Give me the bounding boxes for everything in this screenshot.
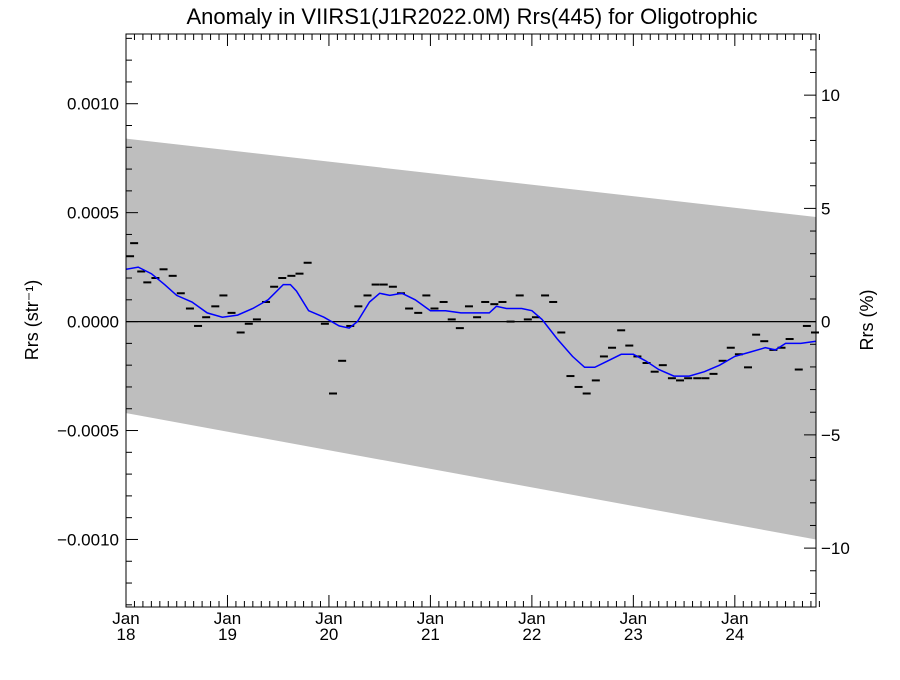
y-axis-label-right: Rrs (%): [857, 290, 877, 351]
x-tick-label: Jan: [214, 609, 241, 628]
y-tick-label-left: 0.0000: [67, 313, 119, 332]
x-tick-label: Jan: [417, 609, 444, 628]
y-tick-label-left: −0.0005: [57, 422, 119, 441]
x-tick-label: Jan: [721, 609, 748, 628]
x-tick-label-year: 18: [117, 625, 136, 644]
x-tick-label-year: 24: [725, 625, 744, 644]
y-axis-label-left: Rrs (str⁻¹): [22, 280, 42, 360]
plot-frame: [125, 33, 817, 608]
x-tick-label-year: 20: [319, 625, 338, 644]
x-tick-label-year: 21: [421, 625, 440, 644]
x-tick-label: Jan: [112, 609, 139, 628]
y-tick-label-left: 0.0010: [67, 95, 119, 114]
x-tick-label: Jan: [315, 609, 342, 628]
uncertainty-band: [126, 138, 816, 540]
x-tick-label: Jan: [620, 609, 647, 628]
x-tick-label-year: 23: [624, 625, 643, 644]
y-tick-label-right: −5: [821, 426, 840, 445]
y-tick-label-right: 5: [821, 199, 830, 218]
x-tick-label: Jan: [518, 609, 545, 628]
chart-title: Anomaly in VIIRS1(J1R2022.0M) Rrs(445) f…: [186, 4, 757, 29]
plot-area: Jan18Jan19Jan20Jan21Jan22Jan23Jan240.001…: [57, 33, 850, 644]
y-tick-label-left: −0.0010: [57, 530, 119, 549]
x-tick-label-year: 22: [522, 625, 541, 644]
smoothed-line: [125, 266, 817, 377]
y-tick-label-right: 10: [821, 86, 840, 105]
x-tick-label-year: 19: [218, 625, 237, 644]
y-tick-label-left: 0.0005: [67, 204, 119, 223]
y-tick-label-right: −10: [821, 539, 850, 558]
y-tick-label-right: 0: [821, 313, 830, 332]
